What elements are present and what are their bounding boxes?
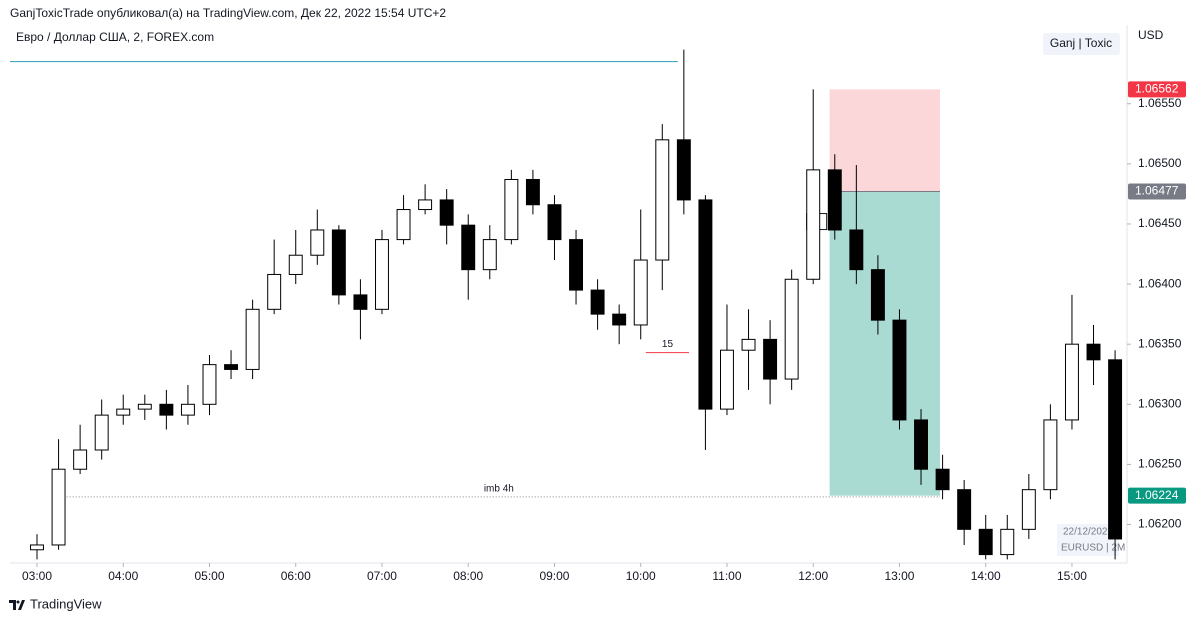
candle-body [806,169,821,280]
candle-body [353,294,368,310]
candle-body [245,308,260,370]
x-tick-label: 05:00 [194,569,224,583]
candle-body [30,544,44,551]
y-tick-label: 1.06300 [1138,396,1182,410]
candle-body [137,403,152,410]
candle-body [698,199,713,410]
candle-body [720,349,734,410]
badge: Ganj | Toxic [1050,36,1112,50]
candle-body [978,528,993,556]
candle-body [849,229,864,271]
x-tick-label: 06:00 [281,569,311,583]
badge-box [1043,33,1120,55]
candle-body [116,408,131,416]
candle-body [741,338,756,351]
candle-body [224,364,239,370]
y-tick-label: 1.06350 [1138,336,1182,350]
candle-body [870,269,885,321]
price-tag-label: 1.06477 [1135,184,1179,198]
x-tick-label: 04:00 [108,569,138,583]
logo [9,600,25,610]
candle-body [655,139,670,261]
candle-body [935,468,950,491]
candle-body [892,319,907,421]
plot: imb 4h155 [10,49,1123,560]
candle-body [569,239,584,291]
candle-body [914,419,928,470]
candle-body [202,364,217,405]
candle-body [957,489,972,530]
candle-body [1064,343,1079,421]
candle-body [784,278,799,380]
candle-body [504,178,519,241]
candle-body [159,403,174,416]
candle-body [375,239,389,310]
candle-body [1043,419,1058,491]
chart-title: Евро / Доллар США, 2, FOREX.com [16,30,214,44]
footer: TradingView [30,596,102,611]
candle-body [267,273,282,310]
candle-body [827,169,842,231]
caption: GanjToxicTrade опубликовал(а) на Trading… [10,6,446,20]
y-tick-label: 1.06250 [1138,457,1182,471]
currency: USD [1138,28,1164,42]
x-tick-label: 08:00 [453,569,483,583]
watermark: 22/12/2022 [1063,527,1113,538]
candle-body [1000,528,1015,556]
price-tag-label: 1.06562 [1135,81,1179,95]
candle-body [396,209,411,241]
y-tick-label: 1.06200 [1138,517,1182,531]
y-tick-label: 1.06450 [1138,216,1182,230]
y-tick-label: 1.06400 [1138,276,1182,290]
x-tick-label: 10:00 [626,569,656,583]
price-tag [1128,487,1186,504]
candle-body [1086,343,1101,361]
candle-body [676,139,691,201]
candle-body [51,468,66,546]
candle-body [461,224,476,271]
stop-zone [829,89,941,192]
candle-body [439,199,454,226]
watermark: EURUSD | 2M [1061,543,1125,554]
x-tick-label: 07:00 [367,569,397,583]
candle-body [331,229,346,296]
candle-body [590,289,605,315]
candle-body [763,338,778,380]
price-tag [1128,81,1186,98]
y-tick-label: 1.06500 [1138,156,1182,170]
x-tick-label: 11:00 [712,569,741,583]
x-tick-label: 12:00 [798,569,828,583]
candle-body [1021,489,1036,530]
candle-body [633,259,648,326]
candle-body [418,199,433,211]
x-tick-label: 09:00 [539,569,569,583]
candle-body [612,313,627,326]
x-tick-label: 14:00 [971,569,1001,583]
candle-body [310,229,325,256]
candle-body [288,254,303,275]
candle-body [1108,359,1123,540]
price-tag [1128,183,1186,200]
candle-body [525,178,540,206]
candle-body [482,239,497,271]
candle-body [547,204,562,241]
level-label: 15 [662,339,674,350]
price-tag-label: 1.06224 [1135,488,1179,502]
x-tick-label: 15:00 [1057,569,1087,583]
y-tick-label: 1.06550 [1138,96,1182,110]
candle-body [180,403,195,416]
candle-body [73,449,88,470]
x-tick-label: 13:00 [884,569,914,583]
candle-body [94,414,109,451]
x-tick-label: 03:00 [22,569,52,583]
level-label: imb 4h [484,484,514,495]
